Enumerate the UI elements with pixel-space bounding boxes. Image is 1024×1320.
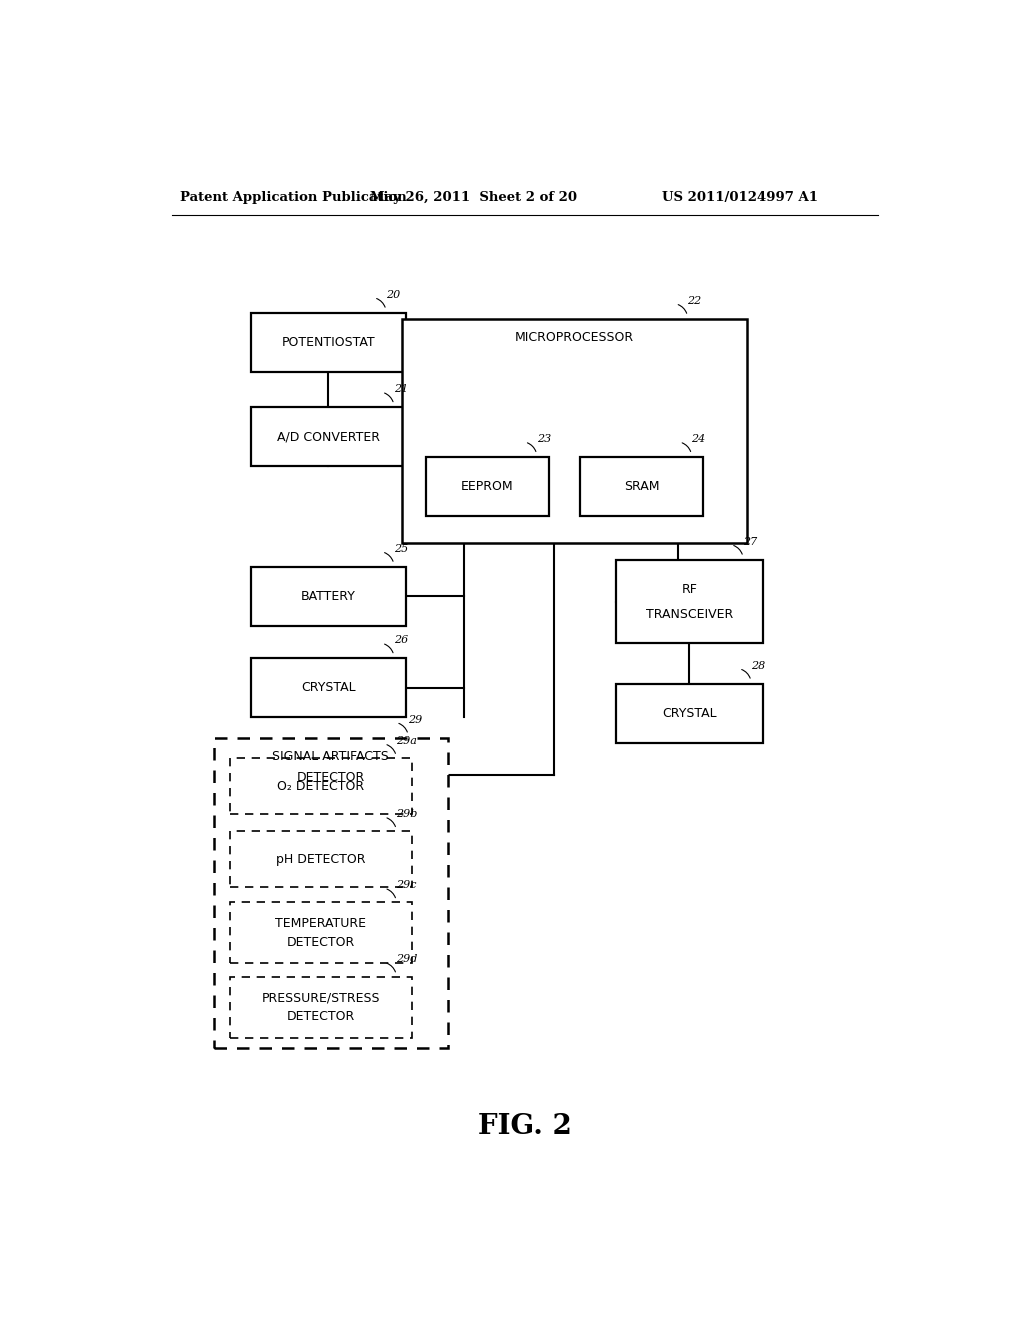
Bar [251,313,406,372]
Text: 28: 28 [751,661,765,671]
Text: 29d: 29d [396,954,418,965]
Text: Patent Application Publication: Patent Application Publication [179,191,407,205]
Text: May 26, 2011  Sheet 2 of 20: May 26, 2011 Sheet 2 of 20 [370,191,577,205]
Text: 20: 20 [386,289,400,300]
Bar [251,659,406,718]
Bar [229,977,412,1038]
Bar [229,758,412,814]
Text: 24: 24 [691,434,706,444]
Text: 22: 22 [687,296,701,306]
Bar [229,832,412,887]
Text: 27: 27 [743,537,758,546]
Text: EEPROM: EEPROM [461,480,513,494]
Text: DETECTOR: DETECTOR [287,1010,355,1023]
Text: MICROPROCESSOR: MICROPROCESSOR [515,331,634,343]
Text: PRESSURE/STRESS: PRESSURE/STRESS [261,991,380,1005]
Text: A/D CONVERTER: A/D CONVERTER [276,430,380,444]
Bar [616,684,763,743]
Text: SIGNAL ARTIFACTS: SIGNAL ARTIFACTS [272,750,389,763]
Bar [616,560,763,643]
Text: RF: RF [682,582,697,595]
Text: POTENTIOSTAT: POTENTIOSTAT [282,335,375,348]
Bar [251,408,406,466]
Bar [229,903,412,964]
Text: 23: 23 [537,434,551,444]
Text: DETECTOR: DETECTOR [287,936,355,949]
Text: pH DETECTOR: pH DETECTOR [276,853,366,866]
Bar [251,568,406,626]
Text: SRAM: SRAM [624,480,659,494]
Bar [214,738,447,1048]
Bar [581,457,703,516]
Text: US 2011/0124997 A1: US 2011/0124997 A1 [663,191,818,205]
Text: 29a: 29a [396,735,417,746]
Text: FIG. 2: FIG. 2 [478,1113,571,1139]
Text: 29b: 29b [396,809,418,818]
Text: CRYSTAL: CRYSTAL [663,706,717,719]
Text: CRYSTAL: CRYSTAL [301,681,355,694]
Text: TRANSCEIVER: TRANSCEIVER [646,607,733,620]
Text: 29c: 29c [396,880,417,890]
Bar [401,319,748,543]
Text: BATTERY: BATTERY [301,590,355,603]
Text: 29: 29 [409,714,422,725]
Text: 21: 21 [394,384,409,395]
Text: DETECTOR: DETECTOR [297,771,365,784]
Bar [426,457,549,516]
Text: 25: 25 [394,544,409,554]
Text: O₂ DETECTOR: O₂ DETECTOR [278,780,365,792]
Text: 26: 26 [394,635,409,645]
Text: TEMPERATURE: TEMPERATURE [275,917,367,931]
